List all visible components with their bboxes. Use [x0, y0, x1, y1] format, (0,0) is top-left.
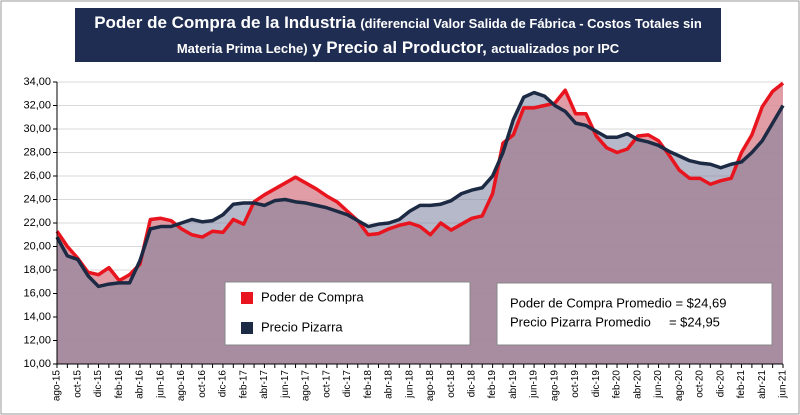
y-tick-label: 12,00: [23, 334, 51, 346]
x-tick-label: abr-19: [508, 370, 519, 399]
title-part: actualizados por IPC: [491, 41, 620, 56]
title-part: Poder de Compra de la Industria: [94, 13, 356, 32]
y-tick-label: 20,00: [23, 240, 51, 252]
y-tick-label: 30,00: [23, 123, 51, 135]
x-tick-label: oct-15: [72, 370, 83, 398]
x-tick-label: feb-20: [612, 370, 623, 399]
x-tick-label: feb-16: [114, 370, 125, 399]
legend-swatch: [241, 292, 253, 304]
annotation: Precio Pizarra Promedio = $24,95: [510, 314, 720, 329]
x-tick-label: oct-16: [197, 370, 208, 398]
x-tick-label: ago-15: [52, 370, 63, 402]
y-tick-label: 24,00: [23, 193, 51, 205]
legend-label: Poder de Compra: [261, 289, 364, 304]
x-tick-label: jun-17: [280, 370, 291, 399]
x-tick-label: ago-20: [674, 370, 685, 402]
x-tick-label: feb-21: [736, 370, 747, 399]
x-tick-label: jun-19: [529, 370, 540, 399]
x-tick-label: oct-19: [570, 370, 581, 398]
title-part: y Precio al Productor,: [312, 38, 487, 57]
x-tick-label: oct-18: [446, 370, 457, 398]
x-tick-label: ago-17: [301, 370, 312, 402]
x-tick-label: oct-20: [695, 370, 706, 398]
x-tick-label: feb-17: [238, 370, 249, 399]
legend-box: [224, 281, 471, 346]
line: [55, 90, 785, 289]
x-tick-label: abr-20: [632, 370, 643, 399]
y-tick-label: 26,00: [23, 170, 51, 182]
x-tick-label: dic-17: [342, 370, 353, 398]
x-tick-label: dic-16: [218, 370, 229, 398]
x-tick-label: jun-18: [404, 370, 415, 399]
x-tick-label: feb-19: [487, 370, 498, 399]
y-tick-label: 28,00: [23, 146, 51, 158]
y-tick-label: 22,00: [23, 217, 51, 229]
x-tick-label: dic-19: [591, 370, 602, 398]
x-tick-label: oct-17: [321, 370, 332, 398]
legend-swatch: [241, 322, 253, 334]
y-tick-label: 32,00: [23, 99, 51, 111]
annotation: Poder de Compra Promedio = $24,69: [510, 295, 726, 310]
x-tick-label: abr-17: [259, 370, 270, 399]
y-tick-label: 34,00: [23, 76, 51, 88]
x-tick-label: abr-18: [384, 370, 395, 399]
x-tick-label: jun-16: [155, 370, 166, 399]
y-tick-label: 14,00: [23, 311, 51, 323]
x-tick-label: ago-18: [425, 370, 436, 402]
x-tick-label: dic-20: [715, 370, 726, 398]
annotation-box: [496, 282, 773, 346]
y-tick-label: 10,00: [23, 358, 51, 370]
chart-title: Poder de Compra de la Industria (diferen…: [75, 8, 721, 62]
x-tick-label: ago-19: [549, 370, 560, 402]
x-tick-label: dic-15: [93, 370, 104, 398]
x-tick-label: jun-20: [653, 370, 664, 399]
x-tick-label: dic-18: [466, 370, 477, 398]
x-tick-label: abr-16: [135, 370, 146, 399]
legend-label: Precio Pizarra: [261, 319, 343, 334]
x-tick-label: feb-18: [363, 370, 374, 399]
x-tick-label: jun-21: [778, 370, 789, 399]
y-tick-label: 16,00: [23, 287, 51, 299]
title-part: (diferencial Valor Salida de Fábrica - C…: [176, 16, 702, 56]
x-tick-label: abr-21: [757, 370, 768, 399]
x-tick-label: ago-16: [176, 370, 187, 402]
y-tick-label: 18,00: [23, 264, 51, 276]
